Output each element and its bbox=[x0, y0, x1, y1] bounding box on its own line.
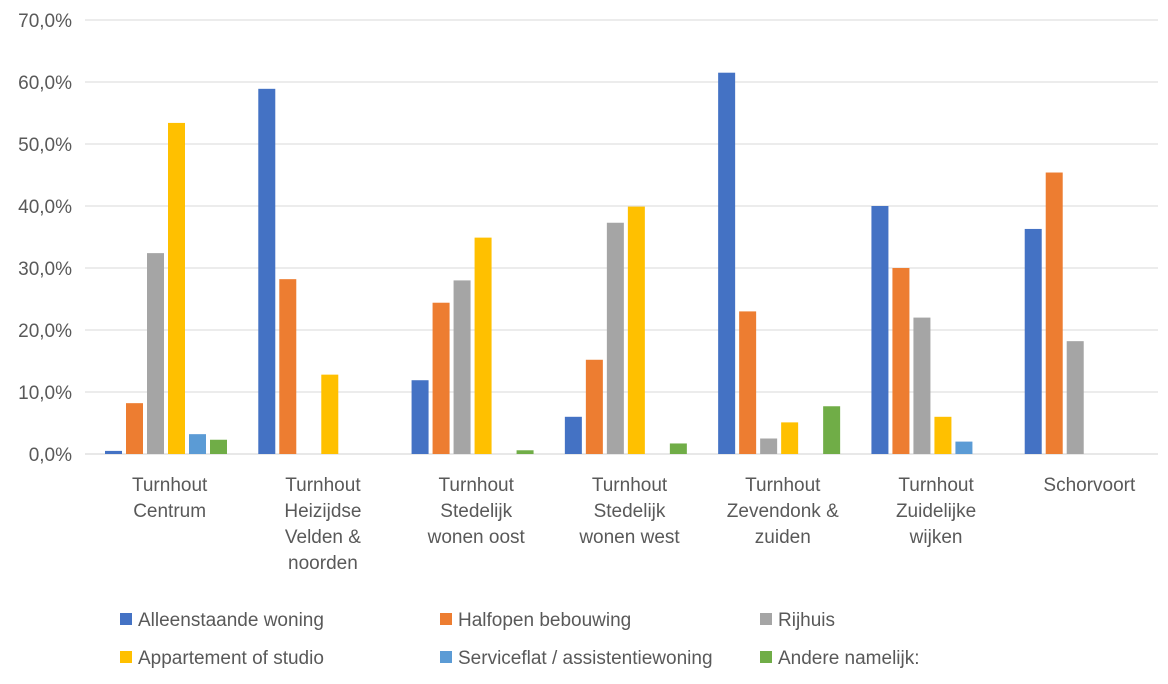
y-axis: 0,0% 10,0% 20,0% 30,0% 40,0% 50,0% 60,0% 70,0% bbox=[18, 11, 72, 466]
bar bbox=[474, 237, 492, 454]
category-label: Velden & bbox=[285, 527, 361, 548]
category-label: Turnhout bbox=[592, 475, 668, 496]
bar bbox=[432, 302, 450, 454]
bar bbox=[453, 280, 471, 454]
y-tick-label: 60,0% bbox=[18, 73, 72, 94]
category-label: Centrum bbox=[133, 501, 206, 522]
bar bbox=[913, 317, 931, 454]
bar bbox=[669, 443, 687, 454]
y-tick-label: 0,0% bbox=[29, 445, 72, 466]
legend-swatch bbox=[440, 613, 452, 625]
bar bbox=[955, 441, 973, 454]
bar bbox=[411, 380, 429, 454]
bar bbox=[321, 374, 339, 454]
category-label: Stedelijk bbox=[440, 501, 512, 522]
legend: Alleenstaande woning Halfopen bebouwing Ri… bbox=[120, 610, 920, 669]
bar bbox=[934, 416, 952, 454]
bar bbox=[718, 72, 736, 454]
category-label: Zevendonk & bbox=[727, 501, 839, 522]
legend-label: Halfopen bebouwing bbox=[458, 610, 631, 631]
legend-label: Rijhuis bbox=[778, 610, 835, 631]
legend-swatch bbox=[120, 613, 132, 625]
bar bbox=[585, 359, 603, 454]
category-label: Turnhout bbox=[439, 475, 515, 496]
bar bbox=[781, 422, 799, 454]
legend-label: Alleenstaande woning bbox=[138, 610, 324, 631]
bar bbox=[564, 416, 582, 454]
y-tick-label: 30,0% bbox=[18, 259, 72, 280]
category-label: Schorvoort bbox=[1043, 475, 1136, 496]
bar bbox=[516, 450, 534, 454]
y-tick-label: 40,0% bbox=[18, 197, 72, 218]
y-tick-label: 20,0% bbox=[18, 321, 72, 342]
category-label: Turnhout bbox=[285, 475, 361, 496]
legend-swatch bbox=[760, 651, 772, 663]
bar bbox=[760, 438, 778, 454]
bars bbox=[105, 72, 1084, 455]
bar bbox=[258, 88, 276, 454]
bar bbox=[892, 268, 910, 454]
bar bbox=[279, 279, 297, 454]
legend-label: Appartement of studio bbox=[138, 648, 324, 669]
y-tick-label: 10,0% bbox=[18, 383, 72, 404]
bar bbox=[189, 434, 206, 454]
legend-label: Serviceflat / assistentiewoning bbox=[458, 648, 713, 669]
bar bbox=[606, 222, 624, 454]
category-label: Zuidelijke bbox=[896, 501, 976, 522]
category-label: zuiden bbox=[755, 527, 811, 548]
category-label: Turnhout bbox=[132, 475, 208, 496]
category-label: Heizijdse bbox=[284, 501, 361, 522]
category-label: wijken bbox=[909, 527, 963, 548]
bar bbox=[168, 122, 185, 455]
legend-label: Andere namelijk: bbox=[778, 648, 920, 669]
bar bbox=[126, 403, 143, 454]
bar bbox=[210, 439, 227, 454]
bar bbox=[1066, 341, 1084, 454]
category-label: Turnhout bbox=[745, 475, 821, 496]
bar bbox=[627, 206, 645, 454]
legend-swatch bbox=[120, 651, 132, 663]
category-label: wonen west bbox=[578, 527, 680, 548]
legend-swatch bbox=[440, 651, 452, 663]
bar bbox=[871, 206, 889, 454]
category-label: Turnhout bbox=[898, 475, 974, 496]
bar bbox=[823, 406, 841, 454]
category-label: noorden bbox=[288, 553, 358, 574]
category-label: Stedelijk bbox=[594, 501, 666, 522]
bar bbox=[1024, 228, 1042, 454]
bar bbox=[147, 253, 164, 454]
y-tick-label: 70,0% bbox=[18, 11, 72, 32]
bar bbox=[105, 450, 122, 454]
bar bbox=[739, 311, 757, 454]
y-tick-label: 50,0% bbox=[18, 135, 72, 156]
legend-swatch bbox=[760, 613, 772, 625]
category-label: wonen oost bbox=[427, 527, 526, 548]
bar bbox=[1045, 172, 1063, 454]
x-axis: Turnhout Centrum Turnhout Heizijdse Velden &… bbox=[132, 475, 1136, 574]
